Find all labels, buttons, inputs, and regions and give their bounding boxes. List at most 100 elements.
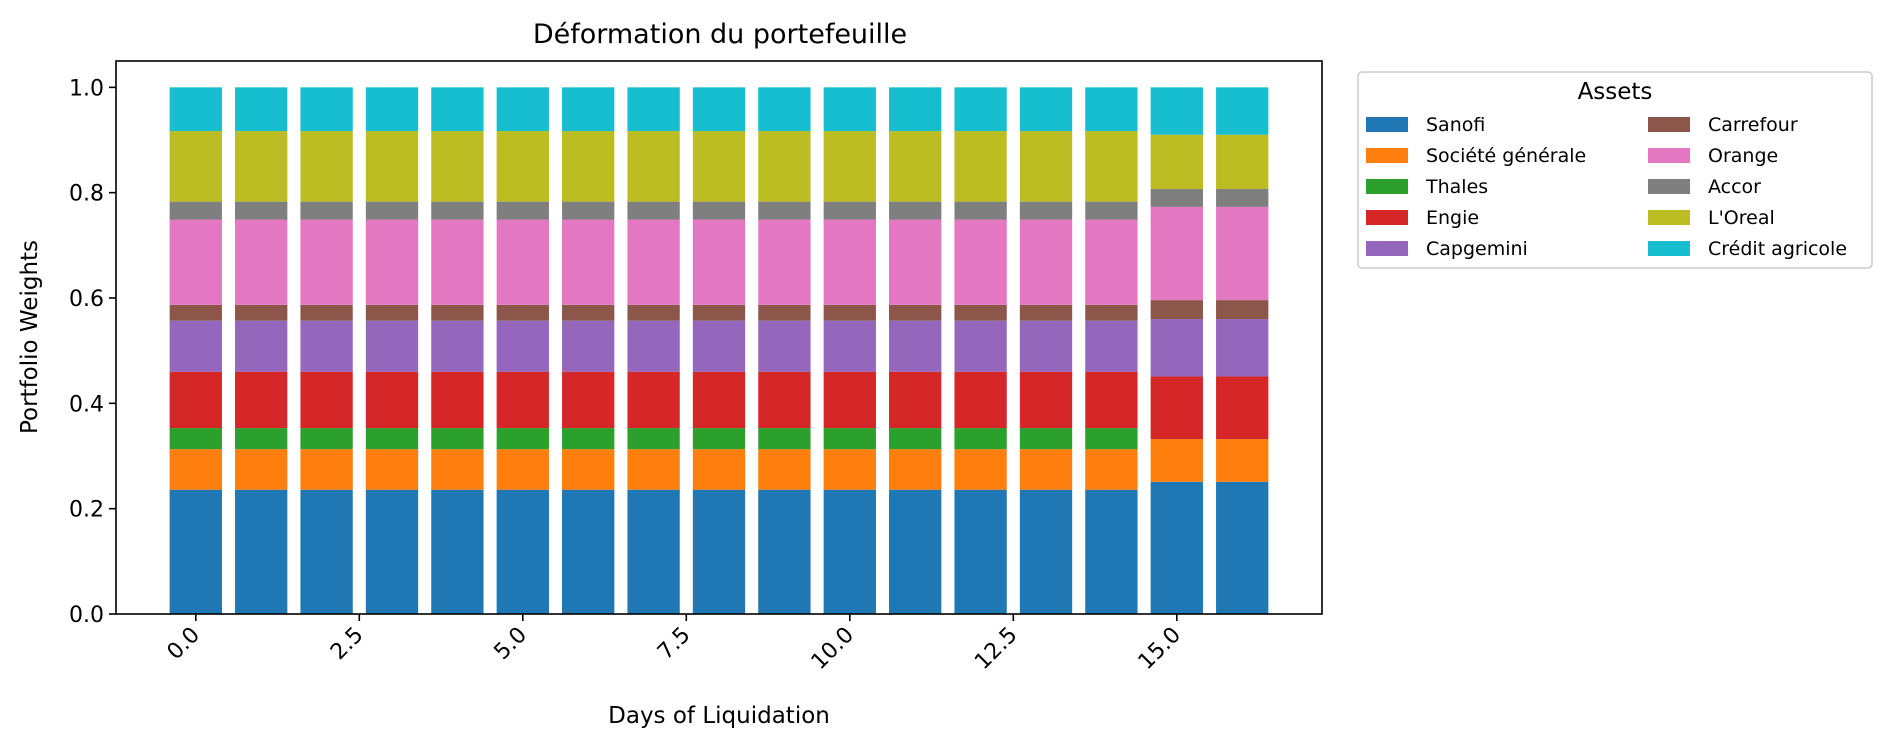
bar-segment	[1019, 201, 1073, 220]
bar-segment	[496, 201, 549, 220]
bar-segment	[692, 131, 746, 202]
bar-segment	[235, 449, 288, 490]
legend-label: Thales	[1425, 176, 1488, 198]
bar-segment	[758, 131, 811, 202]
plot-frame	[115, 60, 1323, 615]
x-tick-label: 10.0	[807, 623, 859, 675]
legend-label: Société générale	[1426, 145, 1586, 167]
bar-segment	[627, 201, 680, 220]
legend-label: Crédit agricole	[1708, 238, 1847, 260]
bar-segment	[562, 87, 615, 132]
bar-segment	[169, 201, 222, 220]
bar-segment	[627, 219, 680, 305]
bar-segment	[889, 320, 942, 372]
bar-segment	[496, 219, 549, 305]
bar-segment	[692, 320, 746, 372]
bar-segment	[431, 131, 484, 202]
x-tick-label: 12.5	[970, 623, 1022, 675]
bar-segment	[431, 304, 484, 321]
y-tick-label: 0.8	[69, 182, 104, 207]
x-tick-label: 0.0	[163, 623, 205, 665]
bar-segment	[1085, 428, 1138, 450]
bar-segment	[1019, 489, 1073, 614]
bar-segment	[954, 87, 1007, 132]
bar-segment	[300, 428, 353, 450]
legend-swatch	[1648, 117, 1690, 132]
bar-segment	[823, 219, 876, 305]
bar-segment	[692, 371, 746, 429]
bar-segment	[1019, 87, 1073, 132]
x-tick-label: 15.0	[1134, 623, 1186, 675]
bar-segment	[562, 428, 615, 450]
bar-segment	[627, 131, 680, 202]
bar-segment	[889, 449, 942, 490]
legend-swatch	[1648, 210, 1690, 225]
bar-segment	[954, 304, 1007, 321]
bar-segment	[889, 87, 942, 132]
y-tick-label: 0.2	[69, 498, 104, 523]
bar-segment	[169, 449, 222, 490]
y-tick-label: 0.6	[69, 287, 104, 312]
bar-segment	[431, 371, 484, 429]
bar-segment	[758, 201, 811, 220]
legend-swatch	[1648, 179, 1690, 194]
legend-label: L'Oreal	[1708, 207, 1775, 229]
bar-segment	[431, 219, 484, 305]
bar-segment	[365, 449, 419, 490]
bar-segment	[627, 304, 680, 321]
bar-segment	[1216, 188, 1269, 207]
legend-frame	[1357, 71, 1873, 269]
bar-segment	[496, 320, 549, 372]
legend-swatch	[1648, 148, 1690, 163]
bar-segment	[758, 449, 811, 490]
bar-segment	[300, 219, 353, 305]
bar-segment	[692, 428, 746, 450]
bar-segment	[1019, 428, 1073, 450]
legend-title: Assets	[1578, 79, 1653, 105]
bar-segment	[1019, 320, 1073, 372]
bar-segment	[1150, 376, 1203, 440]
bar-segment	[692, 87, 746, 132]
bar-segment	[758, 428, 811, 450]
bar-segment	[169, 428, 222, 450]
bar-segment	[692, 201, 746, 220]
bar-segment	[889, 131, 942, 202]
x-tick-label: 7.5	[653, 623, 695, 665]
bar-segment	[562, 304, 615, 321]
bar-segment	[627, 428, 680, 450]
bar-segment	[1216, 134, 1269, 189]
legend-swatch	[1366, 210, 1408, 225]
bar-segment	[1150, 134, 1203, 189]
bar-segment	[169, 320, 222, 372]
bar-segment	[823, 304, 876, 321]
bar-segment	[1085, 489, 1138, 614]
bar-segment	[562, 201, 615, 220]
y-tick-label: 1.0	[69, 76, 104, 101]
bar-segment	[1150, 481, 1203, 614]
bar-segment	[692, 219, 746, 305]
bar-segment	[627, 489, 680, 614]
bar-segment	[692, 304, 746, 321]
bar-segment	[235, 320, 288, 372]
legend-label: Accor	[1708, 176, 1761, 198]
bar-segment	[235, 201, 288, 220]
bar-segment	[823, 87, 876, 132]
y-tick-label: 0.4	[69, 392, 104, 417]
bar-segment	[431, 428, 484, 450]
bar-segment	[1150, 87, 1203, 135]
bar-segment	[235, 371, 288, 429]
bar-segment	[169, 304, 222, 321]
legend-label: Capgemini	[1426, 238, 1528, 260]
bar-segment	[365, 131, 419, 202]
bar-segment	[954, 489, 1007, 614]
bar-segment	[1019, 131, 1073, 202]
bar-segment	[365, 87, 419, 132]
chart-title: Déformation du portefeuille	[533, 19, 907, 50]
bar-segment	[431, 201, 484, 220]
bar-segment	[889, 428, 942, 450]
bar-segment	[954, 131, 1007, 202]
bar-segment	[365, 428, 419, 450]
bar-segment	[1019, 304, 1073, 321]
bar-segment	[496, 428, 549, 450]
